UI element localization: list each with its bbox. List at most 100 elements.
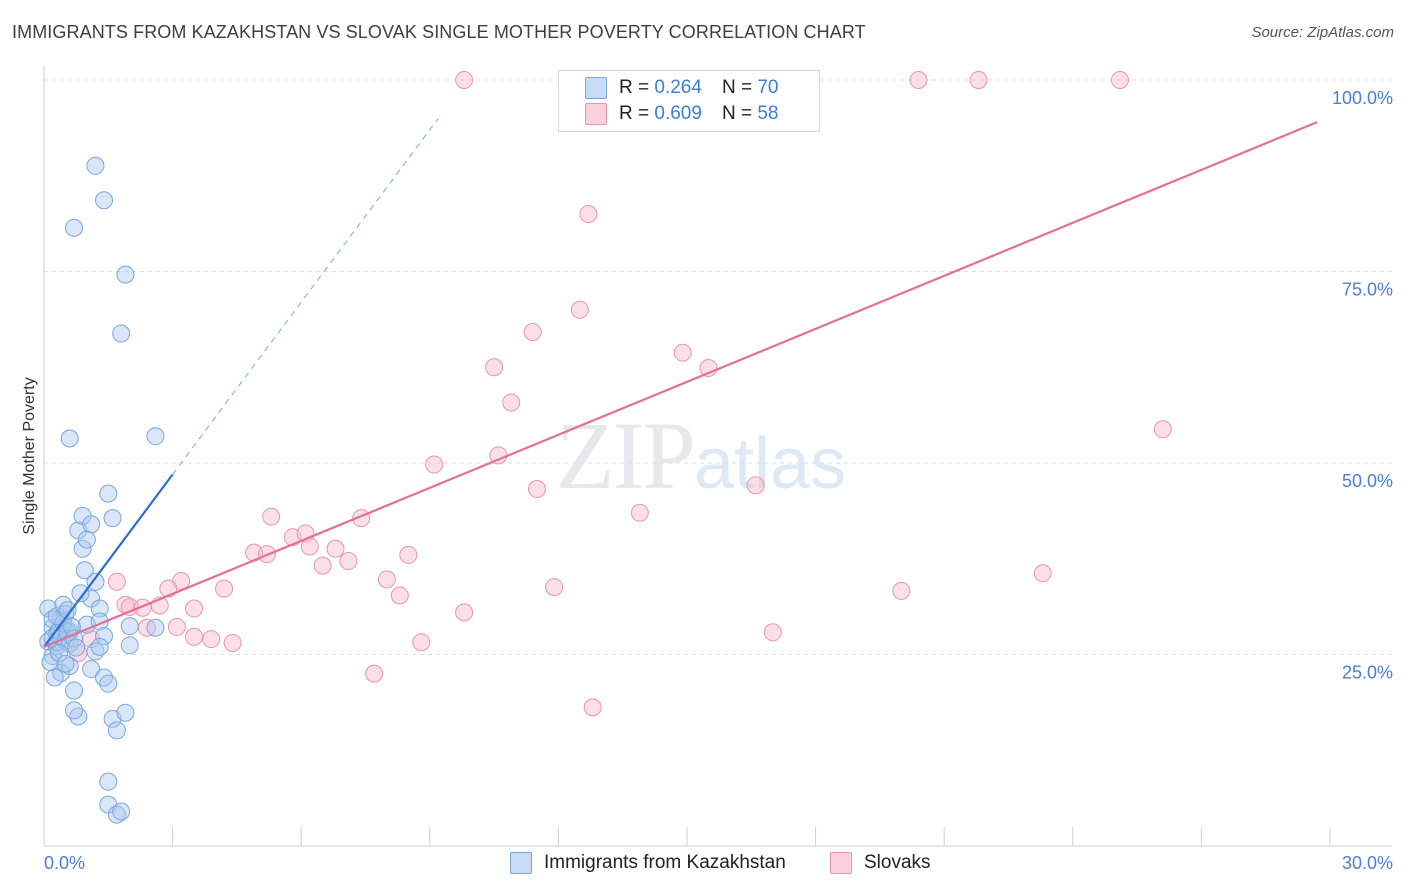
- data-point-kazakhstan: [95, 627, 114, 646]
- kazakhstan-points: [39, 156, 165, 824]
- data-point-slovaks: [365, 664, 384, 683]
- y-tick-label: 25.0%: [1342, 663, 1393, 683]
- stats-legend: R = 0.264 N = 70 R = 0.609 N = 58: [558, 70, 820, 132]
- trend-line-slovaks: [43, 121, 1318, 648]
- chart-title: IMMIGRANTS FROM KAZAKHSTAN VS SLOVAK SIN…: [12, 22, 866, 42]
- legend-label-kazakhstan: Immigrants from Kazakhstan: [544, 852, 786, 873]
- data-point-slovaks: [545, 578, 564, 597]
- data-point-slovaks: [390, 586, 409, 605]
- legend-item-kazakhstan: Immigrants from Kazakhstan: [510, 852, 786, 874]
- grid-lines: [44, 79, 1392, 655]
- data-point-slovaks: [746, 476, 765, 495]
- data-point-slovaks: [425, 455, 444, 474]
- legend-row-kazakhstan: R = 0.264 N = 70: [585, 76, 778, 100]
- data-point-slovaks: [455, 71, 474, 89]
- data-point-slovaks: [1110, 71, 1129, 89]
- data-point-kazakhstan: [116, 703, 135, 722]
- data-point-slovaks: [377, 570, 396, 589]
- data-point-kazakhstan: [120, 617, 139, 636]
- data-point-slovaks: [215, 579, 234, 598]
- data-point-kazakhstan: [65, 701, 84, 720]
- data-point-kazakhstan: [75, 561, 94, 580]
- data-point-kazakhstan: [112, 324, 131, 343]
- trend-line-kazakhstan-extended: [172, 117, 439, 475]
- data-point-slovaks: [892, 581, 911, 600]
- data-point-kazakhstan: [99, 772, 118, 791]
- watermark-atlas: atlas: [694, 424, 847, 504]
- data-point-kazakhstan: [146, 427, 165, 446]
- data-point-slovaks: [630, 503, 649, 522]
- data-point-kazakhstan: [146, 618, 165, 637]
- tick-labels: 25.0% 50.0% 75.0% 100.0% 0.0% 30.0%: [44, 88, 1393, 873]
- data-point-slovaks: [185, 599, 204, 618]
- data-point-kazakhstan: [82, 660, 101, 679]
- data-point-slovaks: [262, 507, 281, 526]
- legend-swatch-blue: [585, 77, 607, 99]
- y-tick-label: 100.0%: [1332, 88, 1393, 108]
- data-point-slovaks: [202, 630, 221, 649]
- data-point-slovaks: [399, 545, 418, 564]
- data-point-kazakhstan: [120, 636, 139, 655]
- x-tick-label-min: 0.0%: [44, 853, 85, 873]
- data-point-kazakhstan: [65, 681, 84, 700]
- data-point-kazakhstan: [90, 637, 109, 656]
- data-point-kazakhstan: [67, 638, 86, 657]
- data-point-slovaks: [326, 539, 345, 558]
- data-point-slovaks: [673, 343, 692, 362]
- data-point-kazakhstan: [116, 265, 135, 284]
- y-axis-label: Single Mother Poverty: [21, 377, 38, 535]
- data-point-kazakhstan: [99, 674, 118, 693]
- data-point-kazakhstan: [95, 191, 114, 210]
- data-point-slovaks: [969, 71, 988, 89]
- data-point-kazakhstan: [60, 429, 79, 448]
- data-point-slovaks: [485, 358, 504, 377]
- data-point-slovaks: [1153, 420, 1172, 439]
- legend-n-label: N =: [721, 77, 753, 98]
- legend-n-label: N =: [721, 103, 753, 124]
- x-tick-label-max: 30.0%: [1342, 853, 1393, 873]
- watermark: ZIPatlas: [556, 400, 846, 511]
- data-point-kazakhstan: [90, 599, 109, 618]
- data-point-slovaks: [339, 552, 358, 571]
- data-point-kazakhstan: [99, 484, 118, 503]
- legend-swatch-pink: [830, 852, 852, 874]
- data-point-kazakhstan: [112, 802, 131, 821]
- legend-r-label: R =: [619, 103, 650, 124]
- data-point-slovaks: [579, 205, 598, 224]
- legend-row-slovaks: R = 0.609 N = 58: [585, 102, 778, 126]
- data-point-kazakhstan: [47, 607, 66, 626]
- data-point-slovaks: [167, 617, 186, 636]
- legend-item-slovaks: Slovaks: [830, 852, 931, 874]
- data-point-kazakhstan: [82, 515, 101, 534]
- source-credit: Source: ZipAtlas.com: [1251, 24, 1394, 41]
- data-point-kazakhstan: [65, 218, 84, 237]
- legend-r-value: 0.264: [654, 77, 702, 98]
- data-point-slovaks: [455, 603, 474, 622]
- watermark-zip: ZIP: [556, 402, 696, 509]
- axes: [43, 66, 1392, 847]
- data-point-slovaks: [527, 480, 546, 499]
- legend-n-value: 58: [757, 103, 779, 124]
- trend-line-kazakhstan: [43, 473, 174, 648]
- data-point-kazakhstan: [50, 643, 69, 662]
- data-point-slovaks: [412, 633, 431, 652]
- data-point-kazakhstan: [77, 530, 96, 549]
- legend-r-label: R =: [619, 77, 650, 98]
- data-point-slovaks: [570, 300, 589, 319]
- y-tick-label: 50.0%: [1342, 471, 1393, 491]
- data-point-kazakhstan: [58, 601, 77, 620]
- data-point-slovaks: [107, 572, 126, 591]
- data-point-kazakhstan: [107, 721, 126, 740]
- slovaks-points: [69, 71, 1172, 717]
- data-point-slovaks: [583, 698, 602, 717]
- data-point-slovaks: [1033, 564, 1052, 583]
- data-point-slovaks: [313, 556, 332, 575]
- data-point-slovaks: [763, 623, 782, 642]
- data-point-slovaks: [223, 634, 242, 653]
- legend-label-slovaks: Slovaks: [864, 852, 931, 873]
- data-point-kazakhstan: [71, 584, 90, 603]
- y-tick-label: 75.0%: [1342, 280, 1393, 300]
- data-point-slovaks: [185, 627, 204, 646]
- data-point-kazakhstan: [86, 156, 105, 175]
